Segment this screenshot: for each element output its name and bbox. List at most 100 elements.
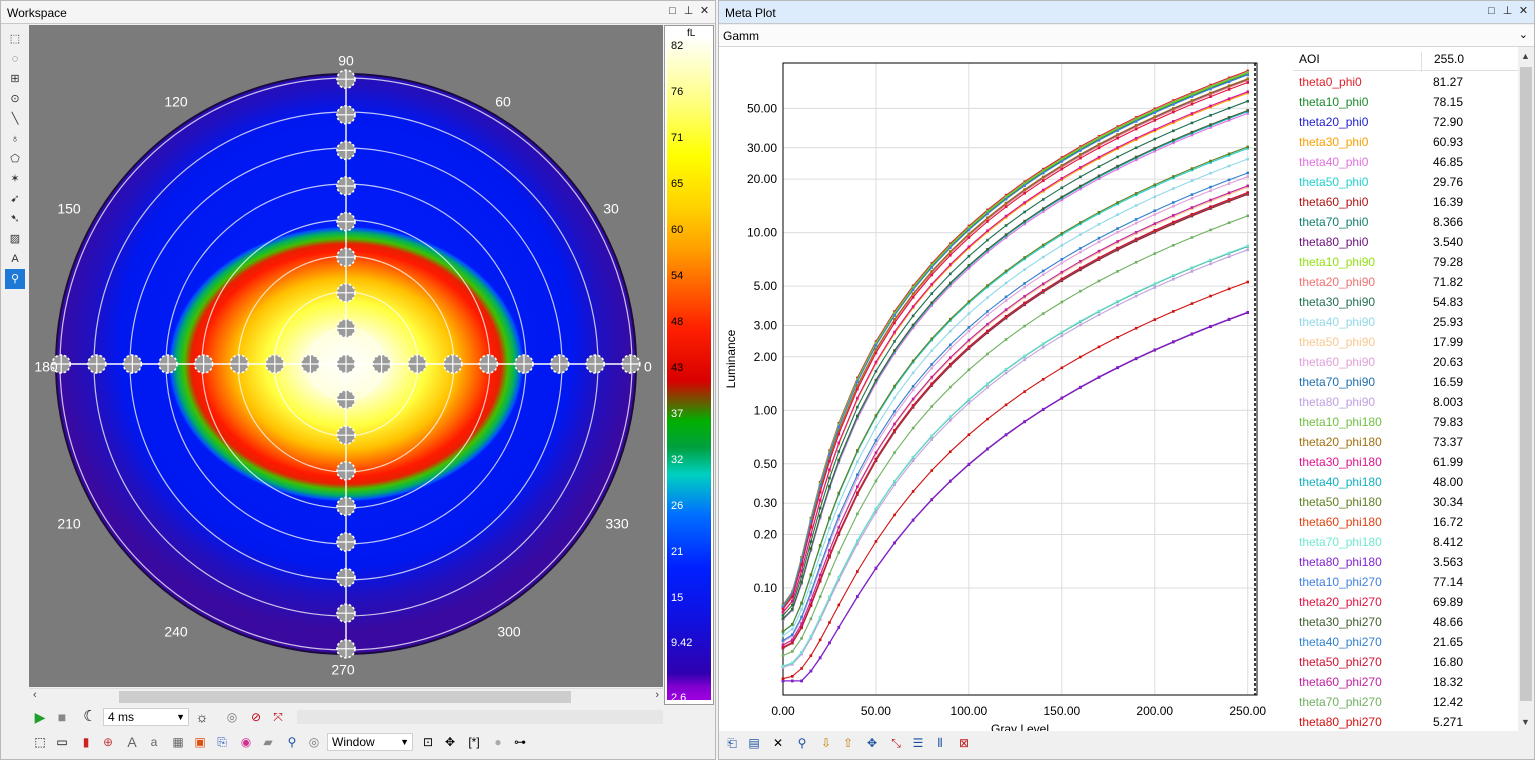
legend-row[interactable]: theta30_phi0 60.93 [1293, 132, 1503, 152]
scroll-down-icon[interactable]: ▼ [1521, 717, 1530, 727]
measurement-marker[interactable] [336, 603, 356, 624]
sun-icon[interactable]: ☼ [195, 709, 209, 725]
measurement-marker[interactable] [407, 354, 428, 374]
scroll-right-icon[interactable]: › [655, 689, 659, 701]
measurement-marker[interactable] [265, 354, 285, 374]
legend-row[interactable]: theta50_phi90 17.99 [1293, 332, 1503, 352]
zoom-tool-icon[interactable]: ⚲ [287, 735, 297, 749]
upload-icon[interactable]: ⇧ [842, 736, 854, 750]
record-icon[interactable]: ● [494, 735, 502, 749]
copy-icon[interactable]: ⎗ [727, 736, 737, 750]
legend-row[interactable]: theta20_phi90 71.82 [1293, 272, 1503, 292]
scroll-up-icon[interactable]: ▲ [1521, 51, 1530, 61]
measurement-marker[interactable] [514, 354, 534, 374]
measurement-marker[interactable] [336, 211, 356, 232]
measurement-marker[interactable] [549, 354, 570, 374]
series-theta20_phi270[interactable] [781, 81, 1250, 611]
legend-row[interactable]: theta10_phi180 79.83 [1293, 412, 1503, 432]
polar-plot[interactable]: 90 120 60 150 30 180 0 210 330 240 300 270 [29, 25, 663, 687]
play-icon[interactable]: ▶ [34, 709, 46, 725]
measurement-marker[interactable] [336, 176, 356, 196]
series-theta80_phi270[interactable] [781, 280, 1250, 680]
zoom-fit-icon[interactable]: ⊡ [422, 735, 434, 749]
legend-row[interactable]: theta40_phi0 46.85 [1293, 152, 1503, 172]
series-theta30_phi270[interactable] [781, 109, 1250, 620]
crosshair-select-icon[interactable]: ⊞ [10, 73, 20, 85]
target-icon[interactable]: ◉ [240, 735, 252, 749]
legend-row[interactable]: theta30_phi180 61.99 [1293, 452, 1503, 472]
legend-row[interactable]: theta20_phi0 72.90 [1293, 112, 1503, 132]
magic-wand-icon[interactable]: ✶ [10, 173, 20, 185]
legend-row[interactable]: theta60_phi90 20.63 [1293, 352, 1503, 372]
measurement-marker[interactable] [229, 354, 249, 374]
legend-row[interactable]: theta50_phi0 29.76 [1293, 172, 1503, 192]
legend-row[interactable]: theta0_phi0 81.27 [1293, 72, 1503, 92]
measurement-marker[interactable] [585, 354, 606, 374]
close-icon[interactable]: ✕ [1518, 5, 1529, 17]
moon-icon[interactable]: ☾ [83, 708, 97, 725]
scroll-thumb[interactable] [1520, 67, 1532, 701]
legend-row[interactable]: theta60_phi270 18.32 [1293, 672, 1503, 692]
measurement-marker[interactable] [336, 638, 356, 659]
legend-row[interactable]: theta10_phi0 78.15 [1293, 92, 1503, 112]
series-theta50_phi180[interactable] [781, 145, 1250, 633]
legend-row[interactable]: theta30_phi90 54.83 [1293, 292, 1503, 312]
delete-icon[interactable]: ✕ [772, 736, 784, 750]
line-tool-icon[interactable]: ╲ [11, 113, 19, 125]
measurement-marker[interactable] [300, 354, 321, 374]
legend-row[interactable]: theta20_phi180 73.37 [1293, 432, 1503, 452]
legend-row[interactable]: theta70_phi0 8.366 [1293, 212, 1503, 232]
gamma-chart[interactable]: 0.00 50.00 100.00 150.00 200.00 250.00 0.10 0.2… [719, 47, 1293, 731]
measurement-marker[interactable] [336, 532, 356, 552]
export-icon[interactable]: ⎘ [217, 735, 227, 749]
measurement-marker[interactable] [336, 567, 356, 588]
download-icon[interactable]: ⇩ [820, 736, 832, 750]
ellipse-select-icon[interactable]: ◌ [11, 53, 19, 65]
folder-icon[interactable]: ▰ [263, 735, 273, 749]
clear-chart-icon[interactable]: ⊠ [958, 736, 970, 750]
legend-row[interactable]: theta40_phi180 48.00 [1293, 472, 1503, 492]
legend-row[interactable]: theta30_phi270 48.66 [1293, 612, 1503, 632]
grid-icon[interactable]: ▦ [172, 735, 184, 749]
legend-row[interactable]: theta40_phi90 25.93 [1293, 312, 1503, 332]
horizontal-lines-icon[interactable]: ☰ [912, 736, 924, 750]
legend-row[interactable]: theta50_phi180 30.34 [1293, 492, 1503, 512]
text-add-icon[interactable]: A [11, 253, 19, 265]
series-theta60_phi90[interactable] [781, 175, 1250, 644]
measurement-marker[interactable] [336, 460, 356, 481]
close-icon[interactable]: ✕ [699, 5, 710, 17]
legend-row[interactable]: theta80_phi180 3.563 [1293, 552, 1503, 572]
measurement-marker[interactable] [336, 282, 356, 303]
roi-mode-select[interactable]: Window ▼ [327, 733, 413, 751]
series-theta70_phi180[interactable] [781, 244, 1250, 668]
polygon-icon[interactable]: ⬠ [10, 153, 20, 165]
profile-icon[interactable]: ⊕ [102, 735, 114, 749]
pointer-edit-icon[interactable]: ➷ [10, 213, 20, 225]
bracket-icon[interactable]: [*] [468, 735, 480, 749]
colormap-icon[interactable]: ▮ [82, 735, 90, 749]
measurement-marker[interactable] [336, 105, 356, 125]
measurement-marker[interactable] [158, 354, 178, 374]
measurement-marker[interactable] [122, 354, 143, 374]
scroll-left-icon[interactable]: ‹ [33, 689, 37, 701]
measurement-marker[interactable] [193, 354, 214, 374]
scroll-thumb[interactable] [119, 691, 571, 703]
measurement-marker[interactable] [442, 354, 463, 374]
legend-row[interactable]: theta80_phi0 3.540 [1293, 232, 1503, 252]
legend-row[interactable]: theta70_phi180 8.412 [1293, 532, 1503, 552]
legend-row[interactable]: theta40_phi270 21.65 [1293, 632, 1503, 652]
pointer-add-icon[interactable]: ➹ [10, 193, 20, 205]
restore-icon[interactable]: □ [1488, 5, 1495, 17]
measurement-marker[interactable] [87, 354, 107, 374]
measurement-marker[interactable] [51, 354, 72, 374]
zoom-icon[interactable]: ⚲ [5, 269, 25, 289]
vertical-lines-icon[interactable]: ⦀ [937, 736, 943, 750]
legend-row[interactable]: theta80_phi270 5.271 [1293, 712, 1503, 732]
lens-icon[interactable]: ◎ [226, 710, 238, 724]
rect-select-icon[interactable]: ⬚ [9, 33, 21, 45]
measurement-marker[interactable] [336, 140, 356, 161]
log-scale-icon[interactable]: ⤡ [891, 736, 901, 750]
pin-icon[interactable]: ⊥ [1502, 5, 1513, 17]
series-theta50_phi270[interactable] [781, 191, 1250, 649]
series-theta10_phi270[interactable] [781, 73, 1250, 608]
